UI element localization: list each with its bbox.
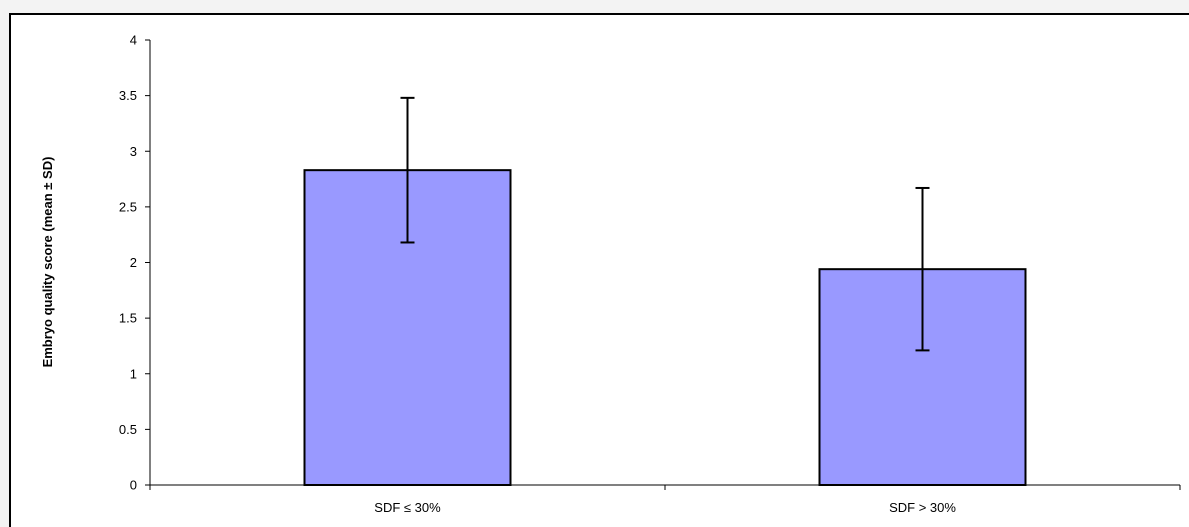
error-bars	[400, 96, 930, 352]
y-tick-label: 3.5	[119, 88, 137, 103]
y-tick-label: 1	[130, 366, 137, 381]
bars	[303, 169, 1027, 486]
y-axis: 0 0.5 1 1.5 2 2.5 3 3.5 4	[119, 33, 151, 493]
y-tick-label: 2	[130, 255, 137, 270]
y-tick-label: 1.5	[119, 311, 137, 326]
y-axis-title: Embryo quality score (mean ± SD)	[40, 157, 55, 368]
x-axis: SDF ≤ 30% SDF > 30%	[149, 484, 1181, 515]
x-category-label: SDF > 30%	[889, 500, 956, 515]
y-tick-label: 0.5	[119, 422, 137, 437]
y-tick-label: 3	[130, 144, 137, 159]
y-tick-label: 2.5	[119, 199, 137, 214]
x-category-label: SDF ≤ 30%	[374, 500, 441, 515]
y-tick-label: 0	[130, 478, 137, 493]
y-tick-label: 4	[130, 33, 137, 48]
